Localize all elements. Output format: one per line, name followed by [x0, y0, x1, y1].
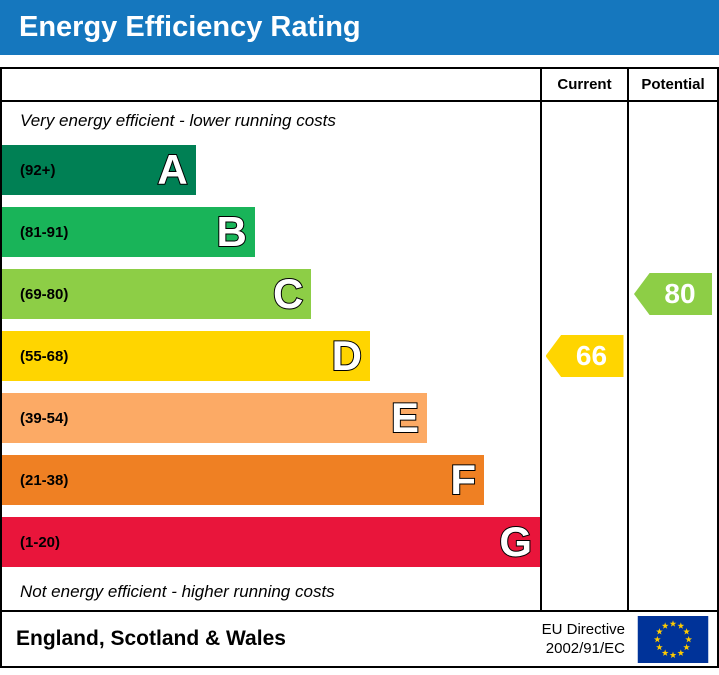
- current-rating-pointer: 66: [545, 335, 624, 377]
- current-rating-value: 66: [575, 340, 608, 371]
- band-bar-B: (81-91) B: [2, 207, 255, 257]
- band-cell-F: (21-38) F: [2, 449, 540, 511]
- bottom-caption: Not energy efficient - higher running co…: [20, 581, 335, 601]
- band-bar-G: (1-20) G: [2, 517, 540, 567]
- current-cell-D: 66: [540, 325, 627, 387]
- band-row-A: (92+) A: [2, 139, 717, 201]
- eu-directive-line1: EU Directive: [541, 620, 625, 638]
- band-cell-D: (55-68) D: [2, 325, 540, 387]
- band-range-B: (81-91): [20, 223, 69, 241]
- current-cell-C: [540, 263, 627, 325]
- band-cell-E: (39-54) E: [2, 387, 540, 449]
- top-caption: Very energy efficient - lower running co…: [20, 110, 336, 130]
- current-cell-A: [540, 139, 627, 201]
- band-letter-B: B: [216, 207, 248, 256]
- band-range-E: (39-54): [20, 409, 69, 427]
- potential-cell-D: [627, 325, 717, 387]
- potential-cell-A: [627, 139, 717, 201]
- potential-rating-pointer: 80: [634, 273, 712, 315]
- band-cell-C: (69-80) C: [2, 263, 540, 325]
- band-row-D: (55-68) D 66: [2, 325, 717, 387]
- band-row-E: (39-54) E: [2, 387, 717, 449]
- band-cell-G: (1-20) G: [2, 511, 540, 573]
- potential-cell-G: [627, 511, 717, 573]
- band-bar-C: (69-80) C: [2, 269, 312, 319]
- band-range-D: (55-68): [20, 347, 69, 365]
- rating-bands: (92+) A (81-91) B (69-80) C 80 (55-68) D 66 (39-54…: [2, 139, 717, 573]
- current-cell-B: [540, 201, 627, 263]
- band-row-C: (69-80) C 80: [2, 263, 717, 325]
- current-column-header: Current: [540, 69, 627, 100]
- eu-directive-line2: 2002/91/EC: [545, 640, 625, 657]
- page-title: Energy Efficiency Rating: [0, 0, 719, 55]
- potential-column-spacer: [627, 102, 717, 139]
- current-cell-G: [540, 511, 627, 573]
- current-cell-F: [540, 449, 627, 511]
- top-caption-row: Very energy efficient - lower running co…: [2, 102, 717, 139]
- footer: England, Scotland & Wales EU Directive 2…: [2, 610, 717, 666]
- band-bar-F: (21-38) F: [2, 455, 485, 505]
- potential-column-spacer: [627, 573, 717, 610]
- band-letter-C: C: [272, 269, 304, 318]
- potential-cell-F: [627, 449, 717, 511]
- column-headers: Current Potential: [2, 69, 717, 102]
- band-bar-A: (92+) A: [2, 145, 196, 195]
- band-row-B: (81-91) B: [2, 201, 717, 263]
- band-cell-B: (81-91) B: [2, 201, 540, 263]
- band-row-G: (1-20) G: [2, 511, 717, 573]
- band-bar-D: (55-68) D: [2, 331, 370, 381]
- band-letter-D: D: [331, 331, 363, 380]
- band-range-G: (1-20): [20, 533, 61, 551]
- band-range-A: (92+): [20, 161, 56, 179]
- potential-column-header: Potential: [627, 69, 717, 100]
- band-cell-A: (92+) A: [2, 139, 540, 201]
- potential-cell-C: 80: [627, 263, 717, 325]
- band-range-C: (69-80): [20, 285, 69, 303]
- band-letter-G: G: [498, 517, 533, 566]
- band-letter-E: E: [390, 393, 420, 442]
- potential-cell-B: [627, 201, 717, 263]
- current-column-spacer: [540, 102, 627, 139]
- bottom-caption-row: Not energy efficient - higher running co…: [2, 573, 717, 610]
- band-letter-A: A: [156, 145, 188, 194]
- eu-directive-label: EU Directive 2002/91/EC: [542, 620, 625, 659]
- band-bar-E: (39-54) E: [2, 393, 428, 443]
- energy-rating-chart: Current Potential Very energy efficient …: [0, 67, 719, 668]
- potential-rating-value: 80: [664, 278, 696, 309]
- potential-cell-E: [627, 387, 717, 449]
- current-column-spacer: [540, 573, 627, 610]
- band-range-F: (21-38): [20, 471, 69, 489]
- region-label: England, Scotland & Wales: [16, 627, 286, 650]
- current-cell-E: [540, 387, 627, 449]
- band-letter-F: F: [449, 455, 477, 504]
- header-spacer: [2, 69, 540, 100]
- band-row-F: (21-38) F: [2, 449, 717, 511]
- eu-flag-icon: [637, 615, 709, 663]
